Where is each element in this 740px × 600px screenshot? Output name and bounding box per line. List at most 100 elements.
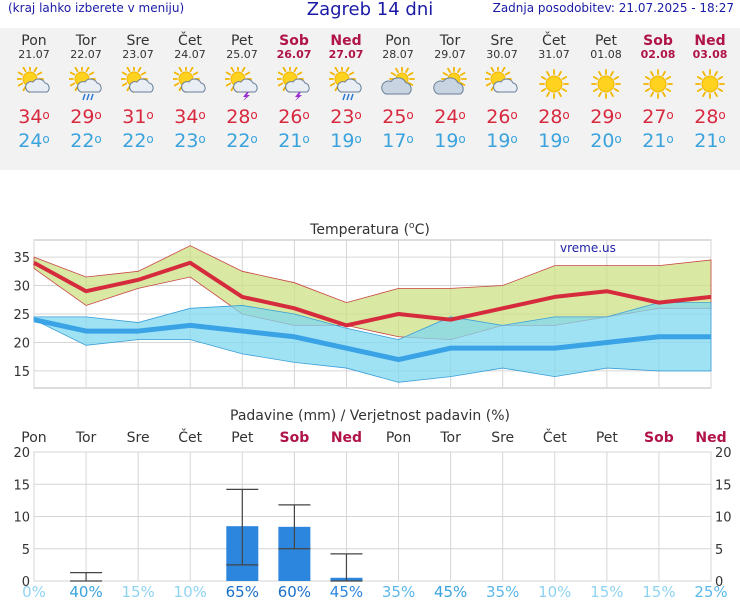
sun-icon — [695, 69, 725, 99]
location-hint: (kraj lahko izberete v meniju) — [8, 1, 185, 15]
day-column: Sob 26.07 26o 21o — [268, 28, 320, 153]
precip-probability: 35% — [486, 583, 519, 600]
day-date: 27.07 — [328, 48, 364, 61]
day-date: 28.07 — [382, 48, 414, 61]
temp-min: 19o — [434, 130, 466, 152]
day-name: Sob — [643, 33, 673, 49]
y-tick-label-right: 20 — [715, 446, 732, 461]
day-date: 29.07 — [434, 48, 466, 61]
temp-max: 28o — [538, 106, 570, 128]
y-tick-label-right: 5 — [715, 543, 723, 558]
x-tick-label: Ned — [695, 430, 726, 446]
last-update: Zadnja posodobitev: 21.07.2025 - 18:27 — [492, 1, 734, 15]
day-date: 21.07 — [18, 48, 50, 61]
temp-min: 22o — [122, 130, 154, 152]
day-date: 01.08 — [590, 48, 622, 61]
precip-probability: 45% — [330, 583, 363, 600]
x-tick-label: Tor — [75, 430, 97, 446]
precip-probability: 0% — [22, 583, 46, 600]
x-tick-label: Čet — [178, 428, 202, 446]
y-tick-label: 5 — [22, 543, 30, 558]
precip-probability: 65% — [226, 583, 259, 600]
precip-probability: 15% — [590, 583, 623, 600]
y-tick-label-right: 0 — [715, 575, 723, 590]
temp-min: 20o — [590, 130, 622, 152]
y-tick-label: 0 — [22, 575, 30, 590]
y-tick-label: 15 — [13, 365, 30, 380]
cloud-sun-icon — [433, 67, 467, 95]
day-date: 24.07 — [174, 48, 206, 61]
sun-cloud-rain-icon — [329, 67, 362, 101]
day-column: Pon 28.07 25o 17o — [372, 28, 424, 153]
day-date: 26.07 — [276, 48, 312, 61]
x-tick-label: Čet — [543, 428, 567, 446]
precip-probability: 45% — [434, 583, 467, 600]
sun-cloud-icon — [121, 67, 154, 93]
precip-probability: 60% — [278, 583, 311, 600]
y-tick-label: 35 — [13, 251, 30, 266]
temp-min: 19o — [538, 130, 570, 152]
day-column: Tor 22.07 29o 22o — [60, 28, 112, 153]
temp-min: 19o — [330, 130, 362, 152]
day-column: Pon 21.07 34o 24o — [8, 28, 60, 153]
x-tick-label: Pet — [596, 430, 619, 446]
day-name: Ned — [694, 33, 726, 49]
sun-cloud-rain-icon — [69, 67, 102, 101]
day-column: Ned 27.07 23o 19o — [320, 28, 372, 153]
precip-chart-title: Padavine (mm) / Verjetnost padavin (%) — [230, 408, 510, 424]
y-tick-label: 10 — [13, 511, 30, 526]
day-name: Sre — [126, 33, 150, 49]
day-name: Pon — [385, 33, 411, 49]
day-name: Pet — [594, 33, 618, 49]
temp-max: 34o — [174, 106, 206, 128]
temp-min: 23o — [174, 130, 206, 152]
temp-max: 29o — [590, 106, 622, 128]
precip-probability: 40% — [69, 583, 102, 600]
day-date: 02.08 — [640, 48, 676, 61]
y-tick-label-right: 15 — [715, 478, 732, 493]
sun-cloud-icon — [17, 67, 50, 93]
day-date: 25.07 — [226, 48, 258, 61]
precip-probability: 15% — [121, 583, 154, 600]
x-tick-label: Pet — [231, 430, 254, 446]
y-tick-label: 20 — [13, 336, 30, 351]
day-date: 30.07 — [486, 48, 518, 61]
temp-min: 19o — [486, 130, 518, 152]
day-name: Ned — [330, 33, 362, 49]
temp-max: 25o — [382, 106, 414, 128]
temp-max: 34o — [18, 106, 50, 128]
sun-icon — [591, 69, 621, 99]
temp-min: 21o — [642, 130, 674, 152]
x-tick-label: Sre — [491, 430, 514, 446]
precip-probability: 35% — [382, 583, 415, 600]
day-column: Sob 02.08 27o 21o — [632, 28, 684, 153]
day-column: Sre 23.07 31o 22o — [112, 28, 164, 153]
x-tick-label: Sre — [127, 430, 150, 446]
day-name: Čet — [542, 33, 566, 49]
day-name: Čet — [178, 33, 202, 49]
temp-max: 28o — [694, 106, 726, 128]
day-name: Pet — [230, 33, 254, 49]
y-tick-label: 20 — [13, 446, 30, 461]
precip-probability: 25% — [694, 583, 727, 600]
day-name: Sre — [490, 33, 514, 49]
max-temp-line — [33, 260, 712, 328]
temp-min: 24o — [18, 130, 50, 152]
day-column: Čet 31.07 28o 19o — [528, 28, 580, 153]
x-tick-label: Tor — [439, 430, 461, 446]
day-name: Sob — [279, 33, 309, 49]
sun-cloud-storm-icon — [225, 67, 258, 101]
temp-min: 17o — [382, 130, 414, 152]
temp-min: 22o — [226, 130, 258, 152]
x-tick-label: Sob — [644, 430, 674, 446]
min-temp-line — [33, 317, 711, 363]
x-tick-label: Pon — [386, 430, 411, 446]
y-tick-label: 15 — [13, 478, 30, 493]
x-tick-label: Pon — [21, 430, 46, 446]
temp-max: 31o — [122, 106, 154, 128]
day-column: Tor 29.07 24o 19o — [424, 28, 476, 153]
temp-min: 22o — [70, 130, 102, 152]
day-column: Pet 25.07 28o 22o — [216, 28, 268, 153]
temp-chart-title: Temperatura (oC) — [309, 221, 430, 238]
